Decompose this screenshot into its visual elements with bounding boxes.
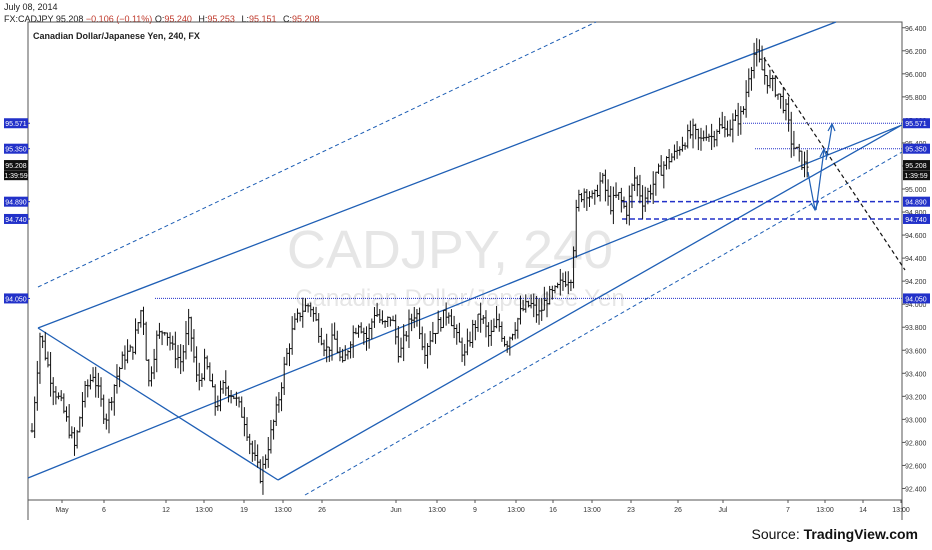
price-badge-left-label: 94.050 xyxy=(5,296,27,303)
y-tick-label: 92.800 xyxy=(905,440,927,447)
arrow-up-curve-2 xyxy=(825,124,833,161)
price-badge-right xyxy=(903,143,930,154)
price-badge-right-label: 95.571 xyxy=(905,121,927,128)
x-tick-label: 26 xyxy=(674,507,682,514)
y-tick-label: 92.400 xyxy=(905,486,927,493)
arrow-up-head-1 xyxy=(819,147,828,158)
x-tick-label: 13:00 xyxy=(274,507,292,514)
y-tick-label: 93.600 xyxy=(905,348,927,355)
chart-date: July 08, 2014 xyxy=(4,2,58,12)
y-tick-label: 95.000 xyxy=(905,187,927,194)
open-label: O: xyxy=(154,14,165,24)
y-tick-label: 93.000 xyxy=(905,417,927,424)
y-tick-label: 96.200 xyxy=(905,49,927,56)
price-badge-left xyxy=(4,118,28,129)
price-badge-left-label: 95.571 xyxy=(5,121,27,128)
price-badge-left xyxy=(4,293,28,304)
x-tick-label: 13:00 xyxy=(892,507,910,514)
x-tick-label: 9 xyxy=(473,507,477,514)
y-tick-label: 96.400 xyxy=(905,26,927,33)
y-tick-label: 93.400 xyxy=(905,371,927,378)
price-badge-right-label: 95.350 xyxy=(905,147,927,154)
price-badge-right-label: 94.890 xyxy=(905,200,927,207)
arrow-down-curve xyxy=(807,171,816,210)
trend-channels xyxy=(27,21,903,496)
y-tick-label: 94.400 xyxy=(905,256,927,263)
price-badge-right-label: 94.740 xyxy=(905,217,927,224)
close-label: C: xyxy=(283,14,292,24)
price-badge-left xyxy=(4,143,28,154)
price-badge-left-label: 94.740 xyxy=(5,217,27,224)
downtrend-dashed-line xyxy=(763,57,906,271)
price-badge-right xyxy=(903,213,930,224)
x-tick-label: 13:00 xyxy=(816,507,834,514)
channel-lower-line xyxy=(27,124,903,479)
y-tick-label: 94.800 xyxy=(905,210,927,217)
source-credit: Source: TradingView.com xyxy=(751,526,918,542)
price-badge-left-label: 94.890 xyxy=(5,200,27,207)
open-value: 95.240 xyxy=(164,14,192,24)
y-tick-label: 93.200 xyxy=(905,394,927,401)
quote-line: FX:CADJPY 95.208 −0.106 (−0.11%) O:95.24… xyxy=(4,14,324,24)
price-badge-left xyxy=(4,170,28,181)
close-value: 95.208 xyxy=(292,14,320,24)
symbol: FX:CADJPY xyxy=(4,14,54,24)
x-tick-label: 7 xyxy=(786,507,790,514)
y-tick-label: 95.800 xyxy=(905,95,927,102)
price-badge-right xyxy=(903,196,930,207)
price-badge-left xyxy=(4,160,28,171)
price-badge-left xyxy=(4,213,28,224)
x-tick-label: 12 xyxy=(162,507,170,514)
x-tick-label: 16 xyxy=(549,507,557,514)
high-value: 95.253 xyxy=(207,14,235,24)
price-badge-right-label: 1:39:59 xyxy=(904,173,927,180)
arrow-up-head-2 xyxy=(827,122,836,132)
x-tick-label: 26 xyxy=(318,507,326,514)
projection-arrows xyxy=(807,122,836,212)
low-label: L: xyxy=(241,14,249,24)
price-badge-left-label: 1:39:59 xyxy=(4,173,27,180)
arrow-up-curve-1 xyxy=(815,149,825,211)
last-price: 95.208 xyxy=(55,14,84,24)
x-tick-label: 14 xyxy=(859,507,867,514)
high-label: H: xyxy=(198,14,208,24)
y-tick-label: 92.600 xyxy=(905,463,927,470)
price-badge-right xyxy=(903,118,930,129)
y-tick-label: 94.000 xyxy=(905,302,927,309)
price-badge-right xyxy=(903,170,930,181)
y-tick-label: 96.000 xyxy=(905,72,927,79)
channel-upper-line xyxy=(37,21,837,329)
x-tick-label: 13:00 xyxy=(583,507,601,514)
price-badge-right xyxy=(903,293,930,304)
y-tick-label: 94.600 xyxy=(905,233,927,240)
price-badge-right-label: 95.208 xyxy=(905,163,927,170)
x-tick-label: 6 xyxy=(102,507,106,514)
price-badge-left-label: 95.208 xyxy=(5,163,27,170)
x-tick-label: 13:00 xyxy=(428,507,446,514)
x-tick-label: 23 xyxy=(627,507,635,514)
y-tick-label: 93.800 xyxy=(905,325,927,332)
channel-outer-lower-dashed xyxy=(304,151,903,496)
x-tick-label: 13:00 xyxy=(507,507,525,514)
y-tick-label: 94.200 xyxy=(905,279,927,286)
x-tick-label: 19 xyxy=(240,507,248,514)
source-name: TradingView.com xyxy=(803,526,918,542)
channel-outer-upper-dashed xyxy=(37,21,597,288)
price-badge-right xyxy=(903,160,930,171)
price-badge-left xyxy=(4,196,28,207)
ohlc-bars xyxy=(30,38,809,495)
watermark-symbol: CADJPY, 240 xyxy=(287,220,613,280)
x-tick-label: 13:00 xyxy=(195,507,213,514)
x-tick-label: Jun xyxy=(390,507,401,514)
channel-cross-line xyxy=(37,327,279,481)
x-tick-label: May xyxy=(55,507,69,514)
price-badge-left-label: 95.350 xyxy=(5,147,27,154)
x-tick-label: Jul xyxy=(719,507,728,514)
price-badge-right-label: 94.050 xyxy=(905,296,927,303)
change: −0.106 (−0.11%) xyxy=(85,14,153,24)
low-value: 95.151 xyxy=(248,14,277,24)
channel-mid-line xyxy=(277,125,901,481)
chart-title: Canadian Dollar/Japanese Yen, 240, FX xyxy=(33,31,200,41)
